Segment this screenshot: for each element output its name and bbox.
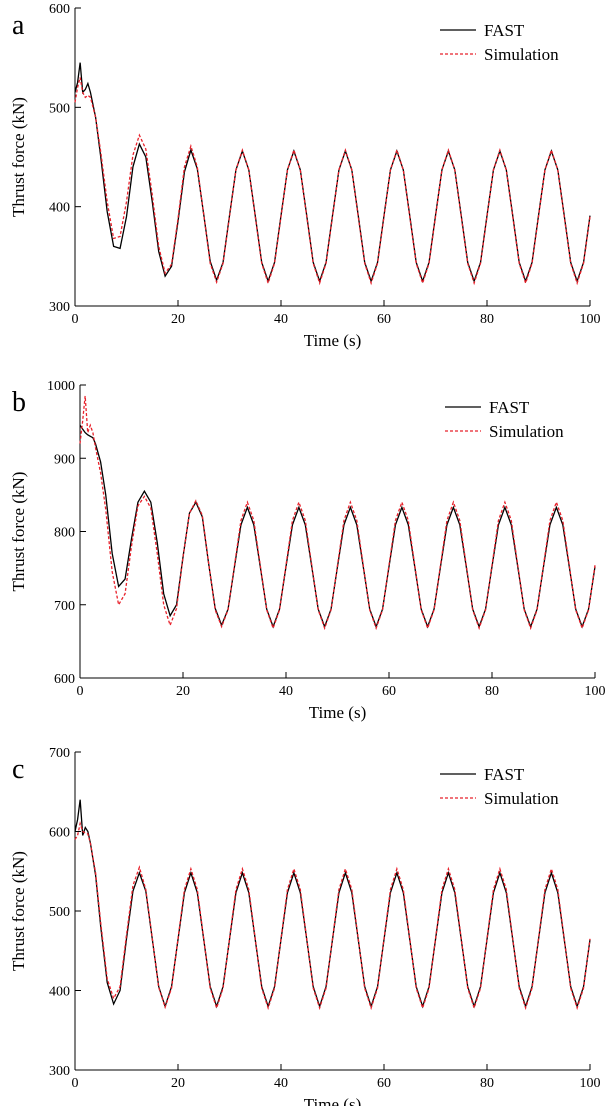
- legend-label: Simulation: [484, 789, 559, 808]
- x-tick-label: 60: [377, 1076, 391, 1091]
- series-line: [79, 424, 596, 629]
- y-tick-label: 900: [54, 452, 75, 467]
- y-tick-label: 500: [49, 101, 70, 116]
- y-tick-label: 500: [49, 905, 70, 920]
- series-line: [79, 395, 596, 631]
- legend-label: FAST: [484, 21, 525, 40]
- y-axis-label: Thrust force (kN): [9, 851, 28, 971]
- y-tick-label: 300: [49, 1064, 70, 1079]
- panel-label: c: [12, 754, 24, 785]
- x-tick-label: 0: [72, 312, 79, 327]
- series-line: [74, 62, 591, 284]
- y-tick-label: 400: [49, 985, 70, 1000]
- x-tick-label: 80: [480, 1076, 494, 1091]
- x-axis-label: Time (s): [309, 703, 366, 722]
- x-tick-label: 40: [274, 312, 288, 327]
- y-tick-label: 400: [49, 201, 70, 216]
- legend-label: FAST: [484, 765, 525, 784]
- y-axis-label: Thrust force (kN): [9, 472, 28, 592]
- legend-label: FAST: [489, 398, 530, 417]
- y-tick-label: 300: [49, 300, 70, 315]
- x-tick-label: 60: [382, 684, 396, 699]
- x-tick-label: 0: [77, 684, 84, 699]
- x-tick-label: 80: [485, 684, 499, 699]
- y-tick-label: 700: [54, 599, 75, 614]
- x-tick-label: 20: [176, 684, 190, 699]
- x-tick-label: 100: [585, 684, 606, 699]
- x-tick-label: 80: [480, 312, 494, 327]
- series-line: [74, 821, 591, 1011]
- x-tick-label: 100: [580, 1076, 601, 1091]
- x-tick-label: 60: [377, 312, 391, 327]
- panel-label: b: [12, 387, 26, 418]
- legend-label: Simulation: [489, 422, 564, 441]
- legend-label: Simulation: [484, 45, 559, 64]
- y-tick-label: 700: [49, 746, 70, 761]
- y-axis-label: Thrust force (kN): [9, 97, 28, 217]
- x-axis-label: Time (s): [304, 1095, 361, 1106]
- y-tick-label: 600: [49, 2, 70, 17]
- x-tick-label: 0: [72, 1076, 79, 1091]
- x-tick-label: 20: [171, 312, 185, 327]
- x-tick-label: 100: [580, 312, 601, 327]
- x-tick-label: 40: [279, 684, 293, 699]
- y-tick-label: 1000: [47, 379, 75, 394]
- series-line: [74, 77, 591, 286]
- series-line: [74, 799, 591, 1009]
- y-tick-label: 600: [54, 672, 75, 687]
- x-tick-label: 20: [171, 1076, 185, 1091]
- panel-label: a: [12, 10, 25, 41]
- y-tick-label: 600: [49, 826, 70, 841]
- x-axis-label: Time (s): [304, 331, 361, 350]
- x-tick-label: 40: [274, 1076, 288, 1091]
- y-tick-label: 800: [54, 526, 75, 541]
